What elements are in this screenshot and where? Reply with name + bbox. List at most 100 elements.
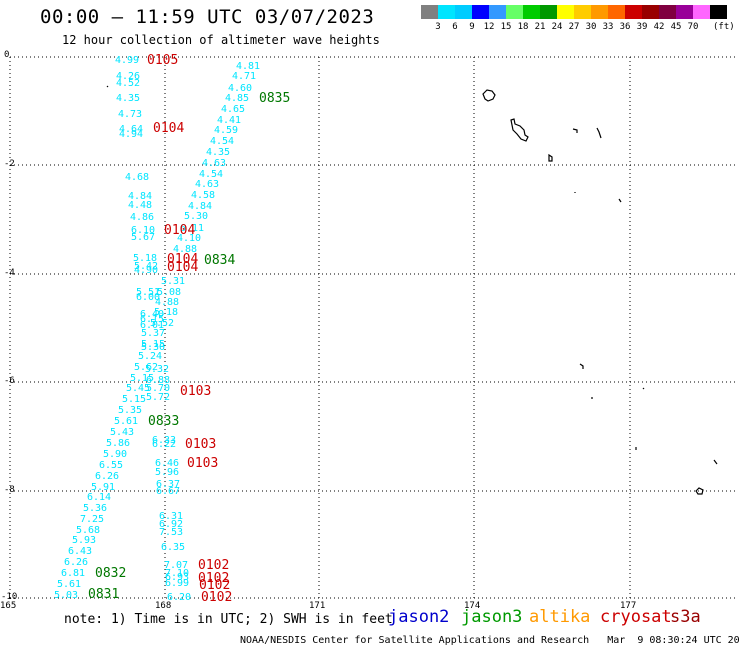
wave-height-label: 4.86	[130, 212, 154, 223]
latitude-tick: 0	[4, 50, 10, 60]
wave-height-label: 4.65	[221, 104, 245, 115]
island-shape	[510, 118, 529, 142]
legend-item-jason3: jason3	[461, 607, 523, 627]
wave-height-label: 5.52	[150, 318, 174, 329]
color-swatch	[523, 5, 540, 19]
pass-time-label: 0104	[153, 121, 184, 136]
color-scale-label: 33	[602, 22, 614, 32]
latitude-tick: -8	[4, 485, 15, 495]
color-scale-label: 15	[500, 22, 512, 32]
wave-height-label: 6.22	[152, 439, 176, 450]
wave-height-label: 6.99	[165, 578, 189, 589]
wave-height-label: 6.55	[99, 460, 123, 471]
color-swatch	[438, 5, 455, 19]
color-swatch	[693, 5, 710, 19]
color-swatch	[472, 5, 489, 19]
wave-height-label: 5.91	[91, 482, 115, 493]
wave-height-label: 6.81	[61, 568, 85, 579]
pass-time-label: 0102	[199, 578, 230, 593]
wave-height-label: 5.61	[57, 579, 81, 590]
wave-height-label: 6.01	[140, 320, 164, 331]
longitude-tick: 177	[620, 601, 637, 611]
wave-height-label: 4.63	[195, 179, 219, 190]
wave-height-label: 7.10	[165, 568, 189, 579]
longitude-tick: 168	[155, 601, 172, 611]
wave-height-label: 4.35	[206, 147, 230, 158]
wave-height-label: 6.10	[131, 225, 155, 236]
wave-height-label: 4.10	[177, 233, 201, 244]
credit-line: NOAA/NESDIS Center for Satellite Applica…	[240, 635, 740, 646]
color-scale-label: 70	[687, 22, 699, 32]
color-scale-labels: 3 6 9 12 15 18 21 24 27 30 33 36 39 42 45 70 (ft)	[421, 22, 740, 34]
pass-time-label: 0104	[164, 223, 195, 238]
wave-height-label: 5.18	[154, 307, 178, 318]
pass-time-label: 0833	[148, 414, 179, 429]
color-swatch	[455, 5, 472, 19]
wave-height-label: 6.88	[146, 375, 170, 386]
color-scale-label: 6	[452, 22, 458, 32]
wave-height-label: 6.46	[155, 458, 179, 469]
island-shape	[596, 127, 602, 139]
wave-height-label: 6.37	[156, 479, 180, 490]
color-scale-label: 36	[619, 22, 631, 32]
color-swatch	[540, 5, 557, 19]
wave-height-label: 4.48	[128, 200, 152, 211]
wave-height-label: 4.41	[217, 115, 241, 126]
wave-height-label: 5.43	[110, 427, 134, 438]
wave-height-label: 5.68	[76, 525, 100, 536]
color-scale-label: 18	[517, 22, 529, 32]
wave-height-label: 5.15	[122, 394, 146, 405]
wave-height-label: 5.90	[103, 449, 127, 460]
legend-item-jason2: jason2	[388, 607, 450, 627]
islands	[106, 85, 718, 495]
wave-height-label: 4.60	[228, 83, 252, 94]
wave-height-label: 4.88	[173, 244, 197, 255]
island-shape	[618, 198, 622, 203]
wave-height-label: 6.92	[159, 519, 183, 530]
wave-height-label: 5.18	[133, 253, 157, 264]
color-scale-label: 45	[670, 22, 682, 32]
wave-height-label: 5.08	[157, 287, 181, 298]
wave-height-label: 5.61	[114, 416, 138, 427]
pass-time-label: 0834	[204, 253, 235, 268]
color-scale-unit: (ft)	[713, 22, 735, 32]
color-swatch	[591, 5, 608, 19]
wave-height-label: 6.15	[140, 314, 164, 325]
color-scale-bar	[421, 5, 727, 19]
island-shape	[482, 89, 496, 102]
page-subtitle: 12 hour collection of altimeter wave hei…	[62, 33, 380, 47]
wave-height-label: 4.73	[118, 109, 142, 120]
wave-height-label: 4.94	[119, 129, 143, 140]
wave-height-label: 5.42	[134, 261, 158, 272]
wave-height-label: 6.00	[136, 292, 160, 303]
pass-time-label: 0103	[185, 437, 216, 452]
wave-height-label: 5.96	[155, 467, 179, 478]
wave-height-label: 4.71	[232, 71, 256, 82]
wave-height-label: 5.86	[106, 438, 130, 449]
island-shape	[695, 487, 704, 495]
pass-time-label: 0102	[201, 590, 232, 605]
color-scale-label: 24	[551, 22, 563, 32]
island-shape	[713, 459, 718, 465]
pass-time-label: 0102	[198, 571, 229, 586]
wave-height-label: 6.35	[161, 542, 185, 553]
wave-height-label: 6.40	[140, 309, 164, 320]
island-shape	[106, 85, 109, 88]
wave-height-labels: 4.99 0105 4.264.52 4.35 4.73 4.644.94 0104 4.81…	[54, 53, 290, 605]
color-swatch	[659, 5, 676, 19]
wave-height-label: 4.99	[115, 55, 139, 66]
color-swatch	[642, 5, 659, 19]
pass-time-label: 0104	[167, 252, 198, 267]
wave-height-label: 5.51	[136, 287, 160, 298]
wave-height-label: 6.43	[68, 546, 92, 557]
wave-height-label: 6.26	[64, 557, 88, 568]
wave-height-label: 5.70	[146, 383, 170, 394]
wave-height-label: 4.84	[128, 191, 152, 202]
island-shape	[572, 128, 578, 133]
wave-height-label: 7.07	[164, 560, 188, 571]
pass-time-label: 0832	[95, 566, 126, 581]
wave-height-label: 4.58	[191, 190, 215, 201]
legend-item-s3a: s3a	[670, 607, 701, 627]
wave-height-label: 6.93	[165, 572, 189, 583]
pass-time-label: 0102	[198, 558, 229, 573]
